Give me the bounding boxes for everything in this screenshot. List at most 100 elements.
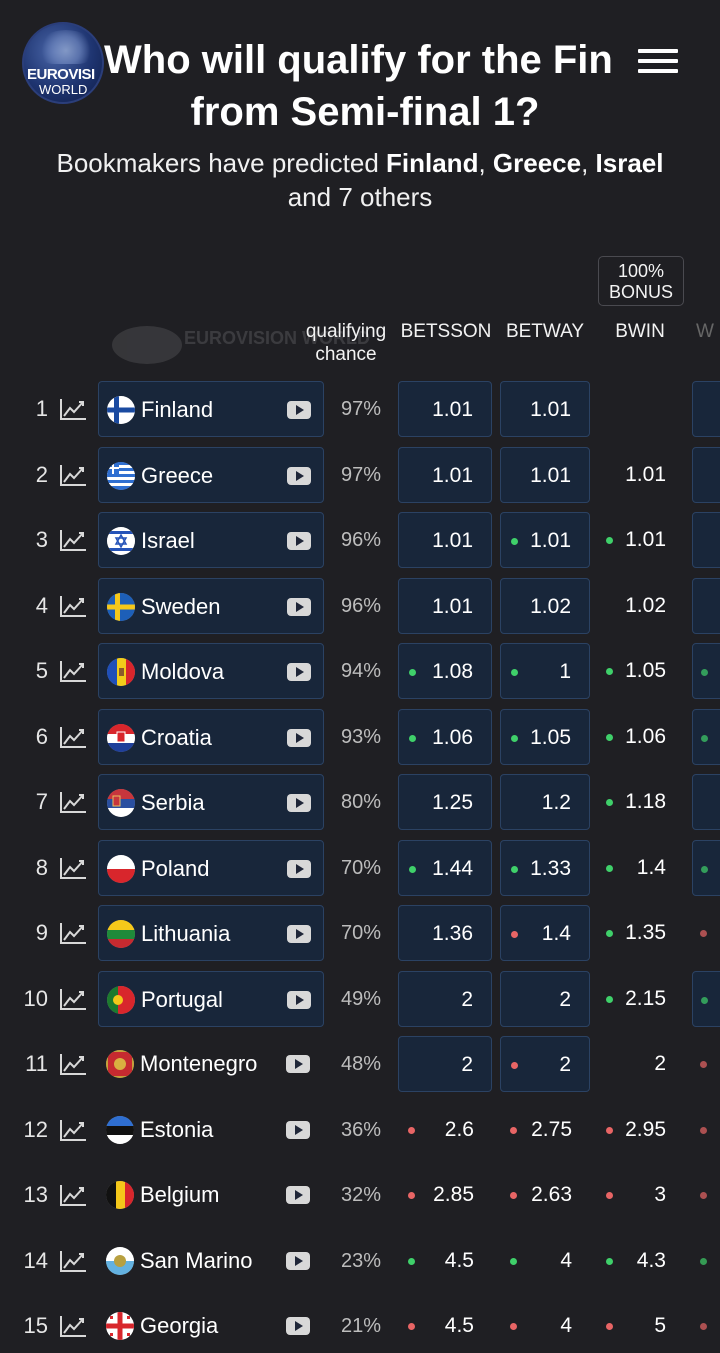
bookmaker-odds-cell[interactable]: 2 (500, 1036, 590, 1092)
bookmaker-odds-cell[interactable]: 1.2 (500, 774, 590, 830)
country-button[interactable]: Georgia (98, 1298, 324, 1353)
bookmaker-odds-cell[interactable]: 1.01 (500, 446, 590, 503)
bookmaker-odds-cell[interactable]: 1.36 (398, 905, 492, 961)
bookmaker-odds-cell[interactable]: 1.01 (398, 512, 492, 568)
column-header-betway[interactable]: BETWAY (505, 321, 585, 342)
bookmaker-odds-cell[interactable]: 1.02 (500, 577, 590, 634)
country-button[interactable]: Portugal (98, 970, 324, 1027)
bookmaker-odds-cell[interactable]: 1.08 (398, 643, 492, 699)
column-header-betsson[interactable]: BETSSON (400, 321, 492, 342)
video-play-icon[interactable] (287, 728, 311, 748)
trend-chart-icon[interactable] (59, 463, 87, 487)
bookmaker-odds-cell[interactable]: 1.44 (398, 839, 492, 896)
video-play-icon[interactable] (287, 793, 311, 813)
bookmaker-odds-cell[interactable]: 1.4 (500, 905, 590, 961)
bookmaker-odds-cell[interactable]: 4 (500, 1233, 590, 1289)
hamburger-menu-icon[interactable] (634, 44, 682, 84)
bookmaker-odds-cell[interactable]: 1.01 (500, 381, 590, 437)
country-button[interactable]: Poland (98, 839, 324, 896)
bookmaker-odds-cell[interactable]: 1.01 (596, 512, 676, 568)
next-bookmaker-odds-cell[interactable] (692, 512, 720, 568)
bookmaker-odds-cell[interactable]: 1.4 (596, 840, 676, 896)
bookmaker-odds-cell[interactable]: 1.01 (596, 447, 676, 503)
country-button[interactable]: Serbia (98, 774, 324, 830)
next-bookmaker-odds-cell[interactable] (692, 1167, 720, 1223)
bookmaker-odds-cell[interactable]: 4.5 (398, 1233, 492, 1289)
trend-chart-icon[interactable] (59, 1249, 87, 1273)
bookmaker-odds-cell[interactable]: 2 (596, 1036, 676, 1092)
bookmaker-odds-cell[interactable]: 1.01 (500, 512, 590, 568)
bookmaker-odds-cell[interactable]: 1.33 (500, 839, 590, 896)
trend-chart-icon[interactable] (59, 790, 87, 814)
bookmaker-odds-cell[interactable]: 2.63 (500, 1167, 590, 1223)
next-bookmaker-odds-cell[interactable] (692, 381, 720, 437)
next-bookmaker-odds-cell[interactable] (692, 774, 720, 830)
bookmaker-odds-cell[interactable]: 4.3 (596, 1233, 676, 1289)
next-bookmaker-odds-cell[interactable] (692, 1233, 720, 1289)
trend-chart-icon[interactable] (59, 921, 87, 945)
column-header-bwin[interactable]: BWIN (615, 321, 665, 342)
bonus-badge[interactable]: 100% BONUS (598, 256, 684, 306)
bookmaker-odds-cell[interactable]: 1.02 (596, 578, 676, 634)
country-button[interactable]: Estonia (98, 1102, 324, 1158)
bookmaker-odds-cell[interactable]: 1.01 (398, 381, 492, 437)
next-bookmaker-odds-cell[interactable] (692, 1298, 720, 1353)
bookmaker-odds-cell[interactable]: 1.05 (596, 643, 676, 699)
video-play-icon[interactable] (287, 531, 311, 551)
bookmaker-odds-cell[interactable]: 2.95 (596, 1102, 676, 1158)
video-play-icon[interactable] (287, 662, 311, 682)
video-play-icon[interactable] (286, 1251, 310, 1271)
bookmaker-odds-cell[interactable]: 1.01 (398, 577, 492, 634)
bookmaker-odds-cell[interactable]: 2.75 (500, 1102, 590, 1158)
bookmaker-odds-cell[interactable]: 3 (596, 1167, 676, 1223)
bookmaker-odds-cell[interactable]: 1.01 (398, 446, 492, 503)
bookmaker-odds-cell[interactable]: 2 (398, 970, 492, 1027)
next-bookmaker-odds-cell[interactable] (692, 839, 720, 896)
trend-chart-icon[interactable] (59, 659, 87, 683)
bookmaker-odds-cell[interactable]: 2.15 (596, 971, 676, 1027)
bookmaker-odds-cell[interactable]: 5 (596, 1298, 676, 1353)
trend-chart-icon[interactable] (59, 594, 87, 618)
bookmaker-odds-cell[interactable]: 1.06 (398, 708, 492, 765)
trend-chart-icon[interactable] (59, 1118, 87, 1142)
bookmaker-odds-cell[interactable]: 1.25 (398, 774, 492, 830)
trend-chart-icon[interactable] (59, 725, 87, 749)
next-bookmaker-odds-cell[interactable] (692, 1036, 720, 1092)
video-play-icon[interactable] (287, 597, 311, 617)
trend-chart-icon[interactable] (59, 987, 87, 1011)
trend-chart-icon[interactable] (59, 1052, 87, 1076)
country-button[interactable]: Sweden (98, 577, 324, 634)
video-play-icon[interactable] (287, 466, 311, 486)
trend-chart-icon[interactable] (59, 1183, 87, 1207)
country-button[interactable]: San Marino (98, 1233, 324, 1289)
next-bookmaker-odds-cell[interactable] (692, 970, 720, 1027)
next-bookmaker-odds-cell[interactable] (692, 905, 720, 961)
bookmaker-odds-cell[interactable]: 1.06 (596, 709, 676, 765)
video-play-icon[interactable] (287, 924, 311, 944)
bookmaker-odds-cell[interactable]: 2.85 (398, 1167, 492, 1223)
trend-chart-icon[interactable] (59, 856, 87, 880)
column-header-next-bookmaker[interactable]: W (696, 321, 714, 342)
video-play-icon[interactable] (287, 990, 311, 1010)
bookmaker-odds-cell[interactable]: 1.05 (500, 708, 590, 765)
eurovision-world-logo[interactable]: EUROVISI WORLD (22, 22, 104, 104)
bookmaker-odds-cell[interactable]: 1.18 (596, 774, 676, 830)
next-bookmaker-odds-cell[interactable] (692, 643, 720, 699)
country-button[interactable]: Belgium (98, 1167, 324, 1223)
next-bookmaker-odds-cell[interactable] (692, 446, 720, 503)
video-play-icon[interactable] (286, 1054, 310, 1074)
next-bookmaker-odds-cell[interactable] (692, 577, 720, 634)
bookmaker-odds-cell[interactable]: 2 (398, 1036, 492, 1092)
video-play-icon[interactable] (286, 1316, 310, 1336)
video-play-icon[interactable] (287, 400, 311, 420)
trend-chart-icon[interactable] (59, 1314, 87, 1338)
bookmaker-odds-cell[interactable] (596, 381, 676, 437)
bookmaker-odds-cell[interactable]: 1 (500, 643, 590, 699)
trend-chart-icon[interactable] (59, 528, 87, 552)
country-button[interactable]: Moldova (98, 643, 324, 699)
video-play-icon[interactable] (286, 1185, 310, 1205)
bookmaker-odds-cell[interactable]: 2 (500, 970, 590, 1027)
bookmaker-odds-cell[interactable]: 1.35 (596, 905, 676, 961)
country-button[interactable]: Lithuania (98, 905, 324, 961)
bookmaker-odds-cell[interactable]: 4 (500, 1298, 590, 1353)
